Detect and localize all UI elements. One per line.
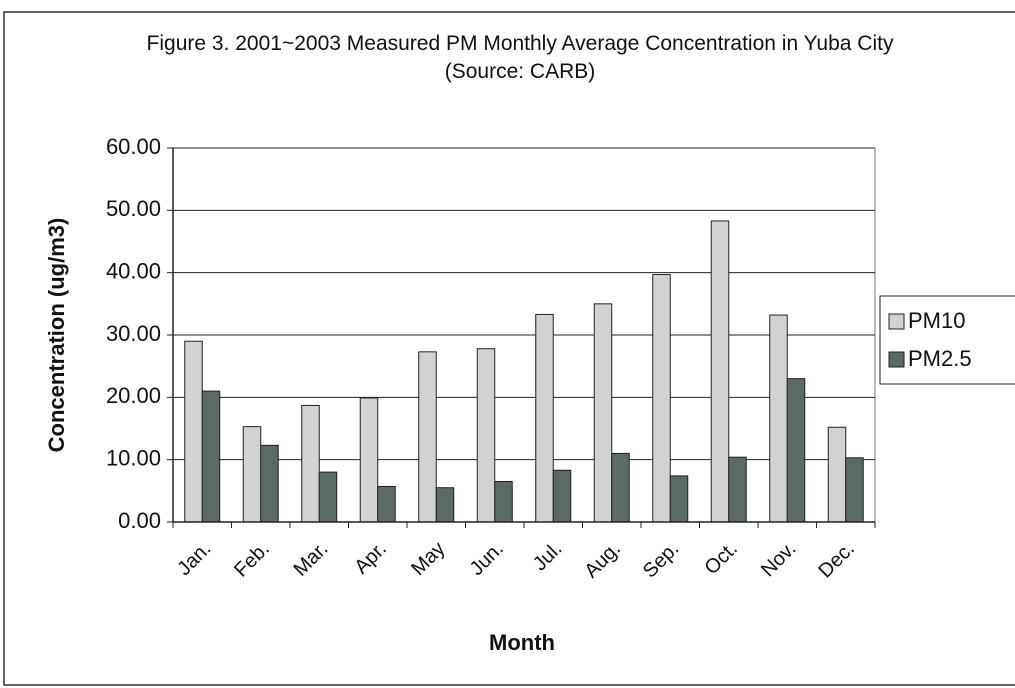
- bar: [611, 452, 630, 523]
- x-tick-label: Sep.: [639, 538, 684, 583]
- bar: [418, 351, 437, 523]
- y-tick-label: 0.00: [118, 508, 161, 533]
- x-tick-label: Jan.: [173, 538, 215, 580]
- bar: [652, 274, 671, 523]
- bar: [494, 480, 513, 523]
- x-tick-label: Mar.: [289, 538, 332, 581]
- bar: [535, 313, 554, 523]
- chart-frame: [3, 11, 1015, 686]
- y-tick-label: 60.00: [106, 134, 161, 159]
- bar: [260, 444, 279, 523]
- bar: [769, 314, 788, 523]
- x-tick-label: Aug.: [580, 538, 625, 583]
- x-axis-label: Month: [489, 630, 555, 655]
- y-tick-label: 50.00: [106, 196, 161, 221]
- bar: [242, 426, 262, 523]
- x-tick-label: Jun.: [466, 538, 508, 580]
- bar: [845, 457, 864, 523]
- bar: [728, 456, 747, 523]
- y-axis-label: Concentration (ug/m3): [44, 218, 69, 453]
- legend-label: PM2.5: [908, 346, 972, 371]
- bar: [377, 485, 396, 523]
- y-tick-label: 10.00: [106, 445, 161, 470]
- legend-swatch: [888, 351, 905, 368]
- bar: [669, 475, 689, 523]
- x-tick-label: Dec.: [814, 538, 859, 583]
- x-tick-label: Nov.: [757, 538, 801, 582]
- legend-label: PM10: [908, 308, 965, 333]
- legend-swatch: [888, 313, 905, 330]
- bar: [359, 397, 379, 523]
- bar: [318, 471, 338, 523]
- x-tick-label: May: [407, 538, 449, 580]
- y-tick-label: 20.00: [106, 383, 161, 408]
- bar: [710, 220, 730, 523]
- bar: [201, 390, 221, 523]
- x-tick-label: Apr.: [350, 538, 391, 579]
- bar: [827, 426, 847, 523]
- bar: [593, 303, 613, 523]
- bar: [184, 340, 203, 523]
- chart-title: Figure 3. 2001~2003 Measured PM Monthly …: [146, 32, 894, 83]
- bar: [476, 348, 496, 523]
- y-tick-label: 30.00: [106, 321, 161, 346]
- bar: [435, 487, 455, 523]
- x-tick-label: Oct.: [701, 538, 742, 579]
- x-tick-label: Feb.: [230, 538, 274, 582]
- bar: [301, 404, 320, 523]
- bar: [552, 469, 572, 523]
- bar: [786, 378, 806, 523]
- legend-box: [879, 295, 1015, 385]
- y-tick-label: 40.00: [106, 258, 161, 283]
- x-tick-label: Jul.: [529, 538, 567, 576]
